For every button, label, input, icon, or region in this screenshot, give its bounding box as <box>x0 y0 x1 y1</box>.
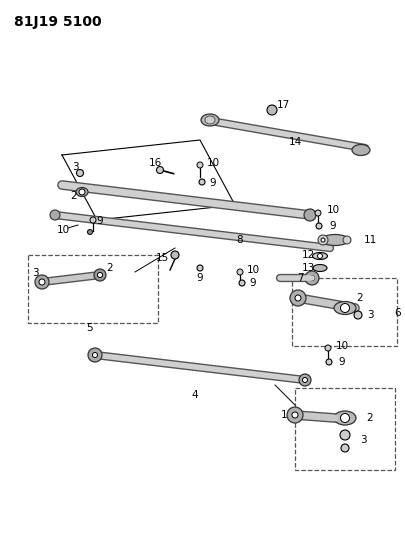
Text: 9: 9 <box>196 273 203 283</box>
Text: 10: 10 <box>335 341 348 351</box>
Text: 15: 15 <box>155 253 168 263</box>
Circle shape <box>171 251 179 259</box>
Text: 4: 4 <box>191 390 198 400</box>
Circle shape <box>298 374 310 386</box>
Text: 10: 10 <box>326 205 339 215</box>
Ellipse shape <box>76 188 88 197</box>
Text: 3: 3 <box>359 435 365 445</box>
Circle shape <box>303 209 315 221</box>
Circle shape <box>35 275 49 289</box>
Bar <box>294 388 394 470</box>
Circle shape <box>39 279 45 285</box>
Text: 17: 17 <box>276 100 289 110</box>
Circle shape <box>79 189 85 195</box>
Text: 81J19 5100: 81J19 5100 <box>14 15 101 29</box>
Text: 10: 10 <box>206 158 219 168</box>
Circle shape <box>317 254 322 259</box>
Text: 9: 9 <box>329 221 335 231</box>
Circle shape <box>90 217 96 223</box>
Text: 13: 13 <box>301 263 314 273</box>
Circle shape <box>198 179 205 185</box>
Circle shape <box>87 230 92 235</box>
Text: 10: 10 <box>246 265 259 275</box>
Text: 8: 8 <box>236 235 243 245</box>
Ellipse shape <box>351 144 369 156</box>
Text: 9: 9 <box>338 357 345 367</box>
Text: 16: 16 <box>148 158 161 168</box>
Ellipse shape <box>320 235 348 246</box>
Circle shape <box>339 430 349 440</box>
Text: 1: 1 <box>280 410 287 420</box>
Text: 9: 9 <box>209 178 216 188</box>
Text: 2: 2 <box>70 191 77 201</box>
Circle shape <box>156 166 163 174</box>
Ellipse shape <box>312 253 327 260</box>
Ellipse shape <box>333 411 355 425</box>
Ellipse shape <box>200 114 218 126</box>
Circle shape <box>315 223 321 229</box>
Circle shape <box>92 352 97 358</box>
Text: 9: 9 <box>96 216 103 226</box>
Text: 10: 10 <box>56 225 69 235</box>
Text: 3: 3 <box>72 162 78 172</box>
Circle shape <box>291 412 297 418</box>
Circle shape <box>325 359 331 365</box>
Ellipse shape <box>205 116 215 124</box>
Text: 2: 2 <box>107 263 113 273</box>
Text: 14: 14 <box>288 137 301 147</box>
Circle shape <box>94 269 106 281</box>
Circle shape <box>239 280 244 286</box>
Circle shape <box>286 407 302 423</box>
Circle shape <box>340 414 349 423</box>
Circle shape <box>294 295 300 301</box>
Text: 7: 7 <box>296 273 303 283</box>
Ellipse shape <box>312 264 326 271</box>
Ellipse shape <box>333 302 355 314</box>
Text: 2: 2 <box>356 293 362 303</box>
Circle shape <box>266 105 276 115</box>
Text: 3: 3 <box>366 310 372 320</box>
Circle shape <box>304 271 318 285</box>
Circle shape <box>320 238 324 242</box>
Text: 12: 12 <box>301 250 314 260</box>
Circle shape <box>196 162 202 168</box>
Circle shape <box>97 272 102 278</box>
Text: 3: 3 <box>32 268 38 278</box>
Circle shape <box>340 303 349 312</box>
Circle shape <box>342 236 350 244</box>
Circle shape <box>324 345 330 351</box>
Circle shape <box>309 276 314 280</box>
Circle shape <box>289 290 305 306</box>
Circle shape <box>340 444 348 452</box>
Circle shape <box>302 377 307 383</box>
Circle shape <box>353 311 361 319</box>
Circle shape <box>88 348 102 362</box>
Bar <box>291 278 396 346</box>
Text: 2: 2 <box>366 413 372 423</box>
Circle shape <box>76 169 83 176</box>
Circle shape <box>314 210 320 216</box>
Text: 6: 6 <box>394 308 400 318</box>
Circle shape <box>50 210 60 220</box>
Circle shape <box>237 269 243 275</box>
Text: 9: 9 <box>249 278 256 288</box>
Circle shape <box>196 265 202 271</box>
Circle shape <box>317 235 327 245</box>
Text: 5: 5 <box>87 323 93 333</box>
Text: 11: 11 <box>362 235 376 245</box>
Bar <box>28 255 158 323</box>
